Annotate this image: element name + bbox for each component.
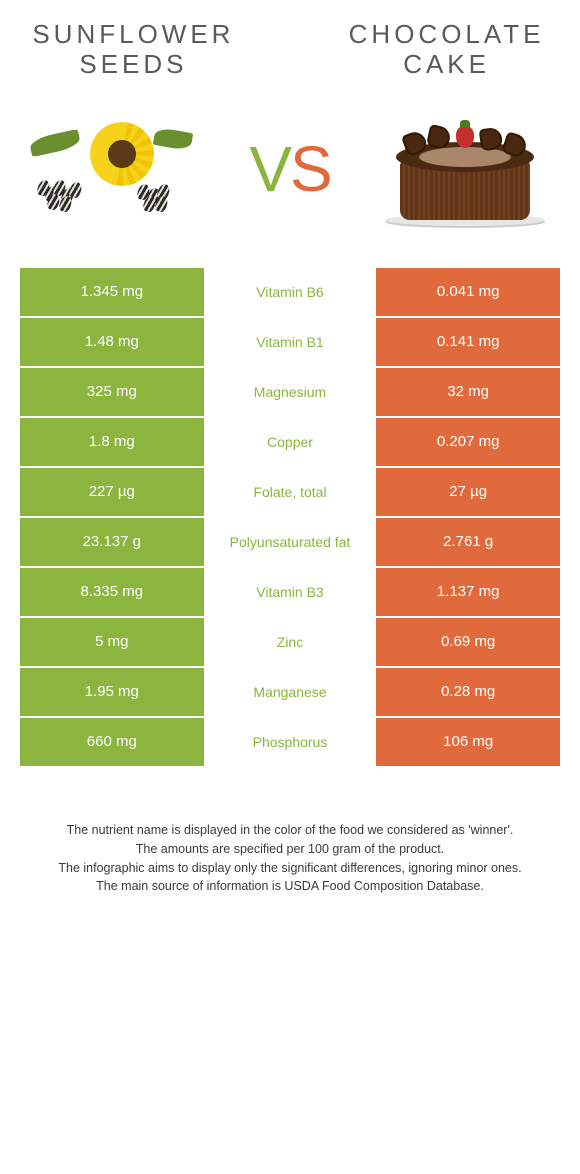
nutrient-label: Manganese (204, 668, 377, 716)
left-value: 23.137 g (20, 518, 204, 566)
table-row: 227 µgFolate, total27 µg (20, 468, 560, 516)
sunflower-seeds-image (20, 104, 210, 234)
table-row: 325 mgMagnesium32 mg (20, 368, 560, 416)
right-value: 1.137 mg (376, 568, 560, 616)
left-value: 5 mg (20, 618, 204, 666)
table-row: 23.137 gPolyunsaturated fat2.761 g (20, 518, 560, 566)
right-value: 0.041 mg (376, 268, 560, 316)
left-value: 227 µg (20, 468, 204, 516)
right-value: 0.207 mg (376, 418, 560, 466)
note-line: The amounts are specified per 100 gram o… (20, 841, 560, 858)
right-value: 32 mg (376, 368, 560, 416)
left-value: 1.48 mg (20, 318, 204, 366)
table-row: 8.335 mgVitamin B31.137 mg (20, 568, 560, 616)
right-value: 0.28 mg (376, 668, 560, 716)
nutrient-label: Folate, total (204, 468, 377, 516)
vs-v: V (249, 133, 290, 205)
table-row: 1.8 mgCopper0.207 mg (20, 418, 560, 466)
left-value: 1.8 mg (20, 418, 204, 466)
nutrient-label: Polyunsaturated fat (204, 518, 377, 566)
comparison-table: 1.345 mgVitamin B60.041 mg1.48 mgVitamin… (20, 268, 560, 766)
hero-row: VS (20, 104, 560, 234)
table-row: 5 mgZinc0.69 mg (20, 618, 560, 666)
header-titles: SUNFLOWER SEEDS CHOCOLATE CAKE (20, 20, 560, 80)
nutrient-label: Phosphorus (204, 718, 377, 766)
left-value: 660 mg (20, 718, 204, 766)
right-value: 0.141 mg (376, 318, 560, 366)
right-value: 106 mg (376, 718, 560, 766)
nutrient-label: Vitamin B1 (204, 318, 377, 366)
note-line: The main source of information is USDA F… (20, 878, 560, 895)
right-value: 0.69 mg (376, 618, 560, 666)
table-row: 660 mgPhosphorus106 mg (20, 718, 560, 766)
nutrient-label: Magnesium (204, 368, 377, 416)
footer-notes: The nutrient name is displayed in the co… (20, 822, 560, 896)
table-row: 1.48 mgVitamin B10.141 mg (20, 318, 560, 366)
right-value: 2.761 g (376, 518, 560, 566)
nutrient-label: Vitamin B6 (204, 268, 377, 316)
note-line: The infographic aims to display only the… (20, 860, 560, 877)
table-row: 1.345 mgVitamin B60.041 mg (20, 268, 560, 316)
left-value: 1.95 mg (20, 668, 204, 716)
right-food-title: CHOCOLATE CAKE (333, 20, 560, 80)
note-line: The nutrient name is displayed in the co… (20, 822, 560, 839)
nutrient-label: Vitamin B3 (204, 568, 377, 616)
right-value: 27 µg (376, 468, 560, 516)
left-food-title: SUNFLOWER SEEDS (20, 20, 247, 80)
left-value: 1.345 mg (20, 268, 204, 316)
left-value: 325 mg (20, 368, 204, 416)
chocolate-cake-image (370, 104, 560, 234)
vs-s: S (290, 133, 331, 205)
nutrient-label: Zinc (204, 618, 377, 666)
nutrient-label: Copper (204, 418, 377, 466)
vs-label: VS (230, 137, 350, 201)
table-row: 1.95 mgManganese0.28 mg (20, 668, 560, 716)
left-value: 8.335 mg (20, 568, 204, 616)
